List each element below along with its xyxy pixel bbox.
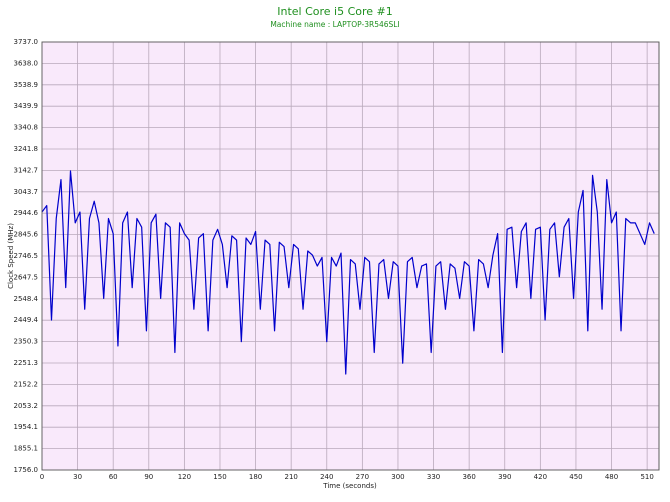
y-tick-label: 1954.1 bbox=[14, 423, 39, 431]
y-tick-label: 2053.2 bbox=[14, 402, 39, 410]
y-tick-label: 3638.0 bbox=[14, 59, 39, 67]
y-tick-label: 2944.6 bbox=[14, 209, 39, 217]
y-tick-label: 3241.8 bbox=[14, 145, 39, 153]
y-tick-label: 1756.0 bbox=[14, 466, 39, 474]
x-tick-label: 270 bbox=[356, 473, 369, 481]
x-tick-label: 360 bbox=[462, 473, 475, 481]
y-tick-label: 2152.2 bbox=[14, 380, 39, 388]
x-tick-label: 420 bbox=[534, 473, 547, 481]
x-tick-label: 150 bbox=[213, 473, 226, 481]
y-tick-label: 3538.9 bbox=[14, 81, 39, 89]
x-tick-label: 210 bbox=[284, 473, 297, 481]
x-tick-label: 240 bbox=[320, 473, 333, 481]
y-tick-label: 3043.7 bbox=[14, 188, 39, 196]
x-tick-label: 330 bbox=[427, 473, 440, 481]
x-tick-label: 450 bbox=[569, 473, 582, 481]
x-tick-label: 510 bbox=[640, 473, 653, 481]
x-tick-label: 0 bbox=[40, 473, 44, 481]
y-tick-label: 2251.3 bbox=[14, 359, 39, 367]
y-tick-label: 2350.3 bbox=[14, 338, 39, 346]
x-tick-label: 120 bbox=[178, 473, 191, 481]
y-tick-label: 2746.5 bbox=[14, 252, 39, 260]
x-tick-label: 30 bbox=[73, 473, 82, 481]
data-line bbox=[41, 170, 655, 375]
x-tick-label: 90 bbox=[144, 473, 153, 481]
chart-title: Intel Core i5 Core #1 bbox=[277, 5, 393, 18]
x-axis-label: Time (seconds) bbox=[322, 482, 377, 490]
x-tick-label: 180 bbox=[249, 473, 262, 481]
y-tick-label: 3340.8 bbox=[14, 124, 39, 132]
x-tick-label: 480 bbox=[605, 473, 618, 481]
y-tick-label: 3439.9 bbox=[14, 102, 39, 110]
x-tick-label: 60 bbox=[109, 473, 118, 481]
y-tick-label: 1855.1 bbox=[14, 445, 39, 453]
y-tick-label: 2845.6 bbox=[14, 231, 39, 239]
y-tick-label: 2449.4 bbox=[14, 316, 39, 324]
y-tick-label: 2647.5 bbox=[14, 273, 39, 281]
x-tick-label: 300 bbox=[391, 473, 404, 481]
chart-subtitle: Machine name : LAPTOP-3R546SLI bbox=[270, 20, 399, 29]
y-tick-label: 3737.0 bbox=[14, 38, 39, 46]
y-tick-label: 2548.4 bbox=[14, 295, 39, 303]
plot-frame bbox=[41, 41, 660, 471]
y-tick-label: 3142.7 bbox=[14, 166, 39, 174]
y-axis-label: Clock Speed (MHz) bbox=[7, 223, 15, 289]
x-tick-label: 390 bbox=[498, 473, 511, 481]
